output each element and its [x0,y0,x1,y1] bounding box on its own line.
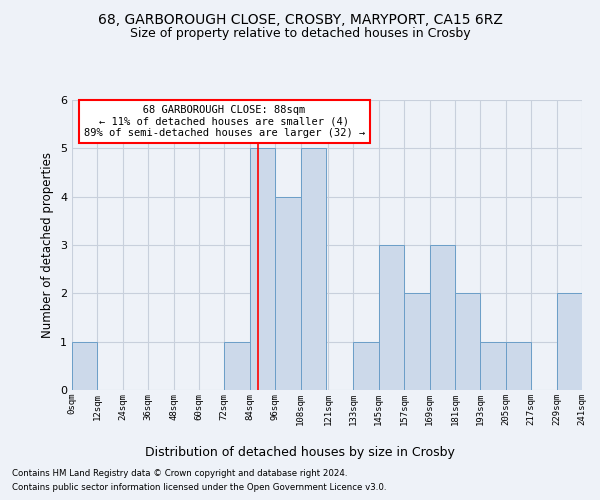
Bar [224,342,250,390]
Y-axis label: Number of detached properties: Number of detached properties [41,152,55,338]
Text: Size of property relative to detached houses in Crosby: Size of property relative to detached ho… [130,28,470,40]
Bar [301,148,326,390]
Text: Contains public sector information licensed under the Open Government Licence v3: Contains public sector information licen… [12,484,386,492]
Bar [481,342,506,390]
Text: Contains HM Land Registry data © Crown copyright and database right 2024.: Contains HM Land Registry data © Crown c… [12,468,347,477]
Text: 68 GARBOROUGH CLOSE: 88sqm   
← 11% of detached houses are smaller (4)
89% of se: 68 GARBOROUGH CLOSE: 88sqm ← 11% of deta… [84,105,365,138]
Bar [506,342,531,390]
Bar [557,294,582,390]
Bar [404,294,430,390]
Text: Distribution of detached houses by size in Crosby: Distribution of detached houses by size … [145,446,455,459]
Bar [275,196,301,390]
Bar [379,245,404,390]
Bar [455,294,481,390]
Bar [430,245,455,390]
Bar [353,342,379,390]
Text: 68, GARBOROUGH CLOSE, CROSBY, MARYPORT, CA15 6RZ: 68, GARBOROUGH CLOSE, CROSBY, MARYPORT, … [98,12,502,26]
Bar [250,148,275,390]
Bar [72,342,97,390]
